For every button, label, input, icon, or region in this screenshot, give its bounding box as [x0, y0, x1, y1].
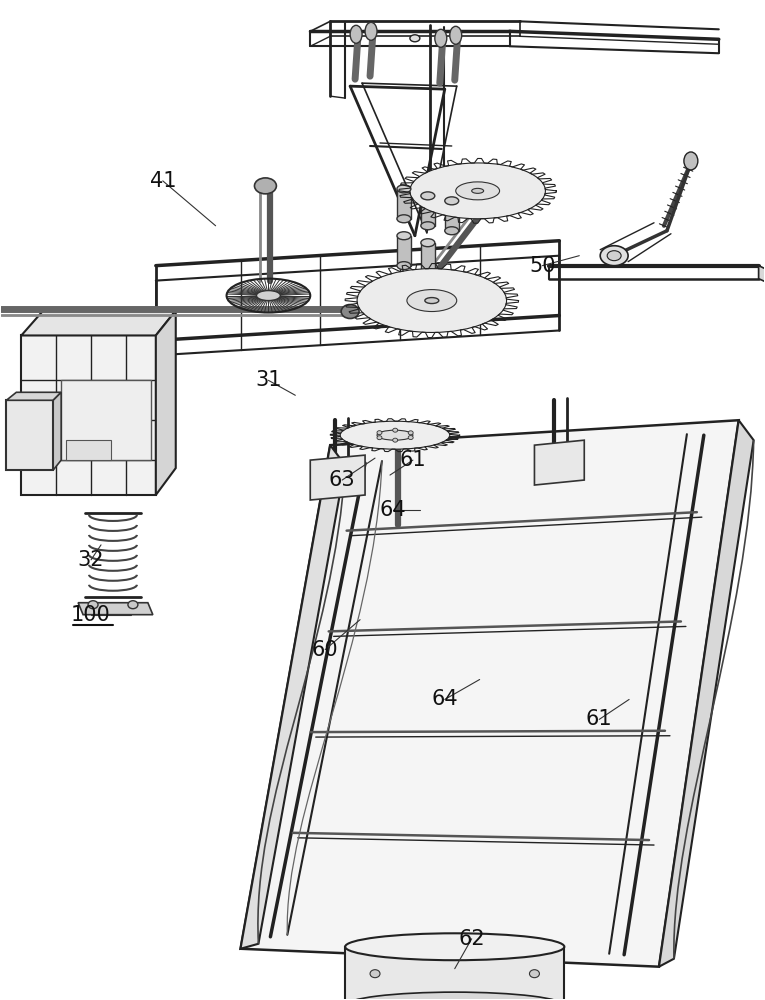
Ellipse shape: [256, 291, 280, 301]
Polygon shape: [61, 380, 151, 460]
Polygon shape: [421, 196, 435, 226]
Ellipse shape: [421, 239, 435, 247]
Text: 31: 31: [256, 370, 282, 390]
Polygon shape: [397, 236, 411, 266]
Ellipse shape: [529, 970, 539, 978]
Ellipse shape: [456, 182, 500, 200]
Ellipse shape: [397, 262, 411, 270]
Ellipse shape: [607, 251, 621, 261]
Ellipse shape: [392, 428, 398, 432]
Ellipse shape: [255, 178, 276, 194]
Text: 41: 41: [149, 171, 176, 191]
Ellipse shape: [684, 152, 698, 170]
Ellipse shape: [88, 601, 98, 609]
Text: 64: 64: [431, 689, 458, 709]
Ellipse shape: [409, 436, 413, 440]
Ellipse shape: [341, 305, 359, 319]
Polygon shape: [240, 420, 739, 967]
Polygon shape: [6, 400, 54, 470]
Ellipse shape: [410, 35, 420, 42]
Ellipse shape: [357, 269, 506, 332]
Ellipse shape: [365, 22, 377, 40]
Ellipse shape: [425, 298, 439, 304]
Ellipse shape: [397, 215, 411, 223]
Polygon shape: [66, 440, 111, 460]
Polygon shape: [54, 392, 61, 470]
Text: 63: 63: [329, 470, 356, 490]
Ellipse shape: [421, 269, 435, 277]
Ellipse shape: [444, 197, 459, 205]
Ellipse shape: [370, 970, 380, 978]
Polygon shape: [240, 445, 345, 949]
Text: 32: 32: [78, 550, 104, 570]
Text: 50: 50: [529, 256, 555, 276]
Ellipse shape: [128, 601, 138, 609]
Polygon shape: [421, 243, 435, 273]
Text: 60: 60: [312, 640, 339, 660]
Polygon shape: [311, 455, 365, 500]
Polygon shape: [6, 392, 61, 400]
Ellipse shape: [345, 933, 565, 960]
Text: 100: 100: [71, 605, 111, 625]
Ellipse shape: [444, 227, 459, 235]
Ellipse shape: [421, 192, 435, 200]
Text: 62: 62: [458, 929, 485, 949]
Ellipse shape: [397, 185, 411, 193]
Ellipse shape: [421, 222, 435, 230]
Polygon shape: [759, 266, 765, 286]
Ellipse shape: [450, 26, 462, 44]
Polygon shape: [345, 947, 565, 1000]
Polygon shape: [397, 189, 411, 219]
Ellipse shape: [345, 992, 565, 1000]
Polygon shape: [21, 335, 156, 495]
Ellipse shape: [601, 246, 628, 266]
Text: 61: 61: [586, 709, 613, 729]
Text: 61: 61: [399, 450, 426, 470]
Ellipse shape: [410, 163, 545, 219]
Ellipse shape: [409, 431, 413, 435]
Ellipse shape: [392, 438, 398, 442]
Ellipse shape: [472, 188, 483, 193]
Polygon shape: [444, 201, 459, 231]
Polygon shape: [156, 311, 176, 495]
Ellipse shape: [340, 421, 450, 449]
Ellipse shape: [397, 232, 411, 240]
Polygon shape: [21, 311, 176, 335]
Ellipse shape: [435, 29, 447, 47]
Ellipse shape: [377, 430, 413, 440]
Ellipse shape: [407, 290, 457, 312]
Ellipse shape: [350, 25, 362, 43]
Polygon shape: [78, 603, 153, 615]
Ellipse shape: [377, 431, 382, 435]
Polygon shape: [535, 440, 584, 485]
Polygon shape: [659, 420, 754, 967]
Ellipse shape: [377, 436, 382, 440]
Text: 64: 64: [379, 500, 406, 520]
